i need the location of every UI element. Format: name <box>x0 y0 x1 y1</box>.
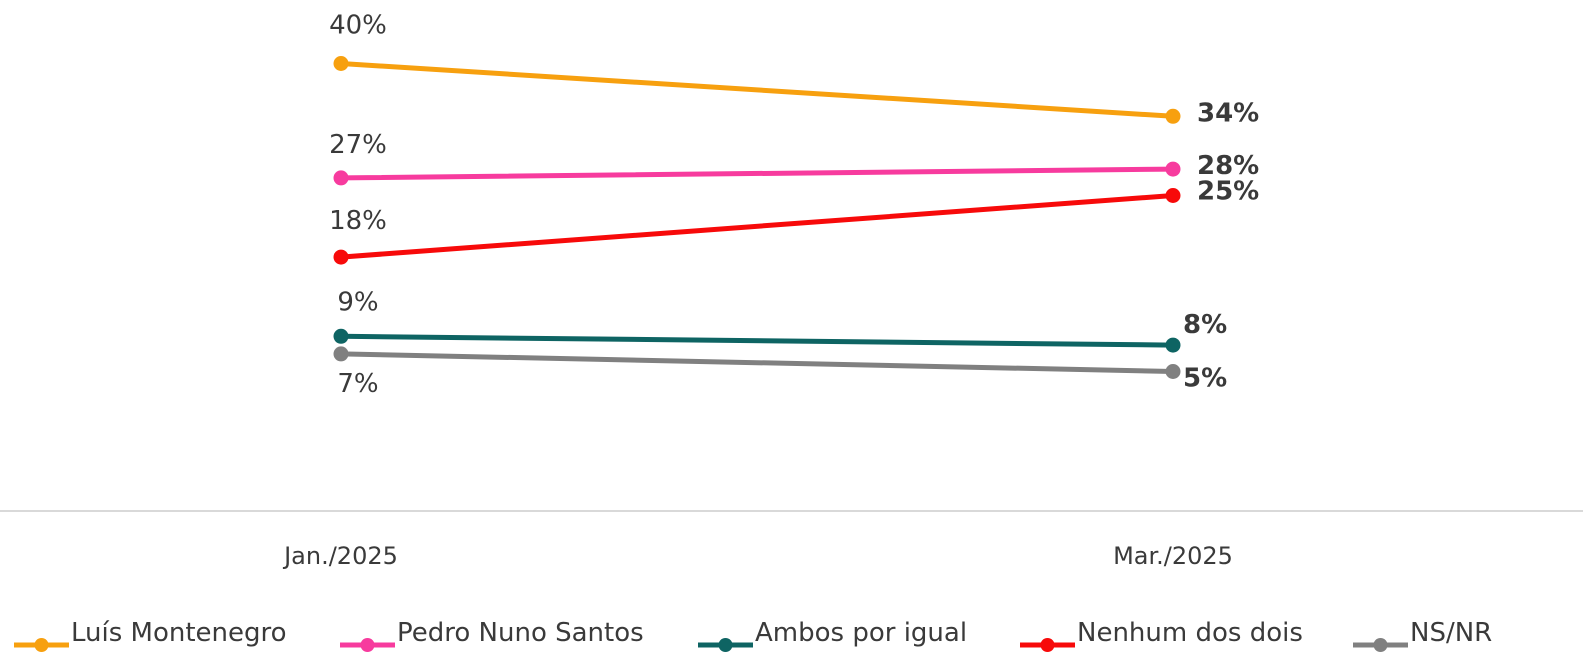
legend-label-pedro-nuno-santos: Pedro Nuno Santos <box>397 618 644 648</box>
series-line-pedro-nuno-santos <box>338 166 1176 181</box>
x-tick-label-0: Jan./2025 <box>282 542 398 570</box>
data-point-nenhum-dos-dois-1 <box>1165 188 1181 203</box>
data-point-ns-nr-1 <box>1165 364 1181 379</box>
data-label-pedro-nuno-santos-0: 27% <box>329 130 387 160</box>
legend-item-luis-montenegro: Luís Montenegro <box>14 618 287 652</box>
data-point-ambos-por-igual-1 <box>1165 337 1181 353</box>
data-point-pedro-nuno-santos-1 <box>1165 161 1181 177</box>
legend-item-ns-nr: NS/NR <box>1353 618 1492 652</box>
data-label-nenhum-dos-dois-0: 18% <box>329 206 387 236</box>
legend-item-pedro-nuno-santos: Pedro Nuno Santos <box>340 618 644 652</box>
legend-marker-ns-nr <box>1373 638 1388 652</box>
legend-item-nenhum-dos-dois: Nenhum dos dois <box>1020 618 1303 652</box>
data-label-pedro-nuno-santos-1: 28% <box>1197 151 1259 181</box>
data-point-luis-montenegro-0 <box>333 56 349 71</box>
data-point-ns-nr-0 <box>333 346 349 362</box>
x-tick-label-1: Mar./2025 <box>1113 542 1233 570</box>
data-point-pedro-nuno-santos-0 <box>333 170 349 186</box>
series-line-nenhum-dos-dois <box>338 193 1176 260</box>
legend-label-ambos-por-igual: Ambos por igual <box>755 618 967 648</box>
data-label-ambos-por-igual-0: 9% <box>337 287 378 317</box>
data-point-luis-montenegro-1 <box>1165 108 1181 124</box>
data-label-ambos-por-igual-1: 8% <box>1183 310 1227 340</box>
legend-label-nenhum-dos-dois: Nenhum dos dois <box>1077 618 1303 648</box>
legend-marker-pedro-nuno-santos <box>360 638 375 652</box>
legend-label-ns-nr: NS/NR <box>1410 618 1492 648</box>
series-line-ambos-por-igual <box>338 333 1176 348</box>
legend-item-ambos-por-igual: Ambos por igual <box>698 618 967 652</box>
data-label-luis-montenegro-0: 40% <box>329 11 387 41</box>
data-label-nenhum-dos-dois-1: 25% <box>1197 177 1259 207</box>
data-label-ns-nr-1: 5% <box>1183 364 1227 394</box>
series-line-luis-montenegro <box>338 61 1176 119</box>
data-label-ns-nr-0: 7% <box>337 369 378 399</box>
legend-label-luis-montenegro: Luís Montenegro <box>71 618 287 648</box>
legend-marker-ambos-por-igual <box>718 638 733 652</box>
data-label-luis-montenegro-1: 34% <box>1197 98 1259 128</box>
data-point-nenhum-dos-dois-0 <box>333 249 349 265</box>
legend-marker-luis-montenegro <box>34 638 49 652</box>
series-line-ns-nr <box>338 351 1176 374</box>
data-point-ambos-por-igual-0 <box>333 328 349 344</box>
legend-marker-nenhum-dos-dois <box>1040 638 1055 652</box>
